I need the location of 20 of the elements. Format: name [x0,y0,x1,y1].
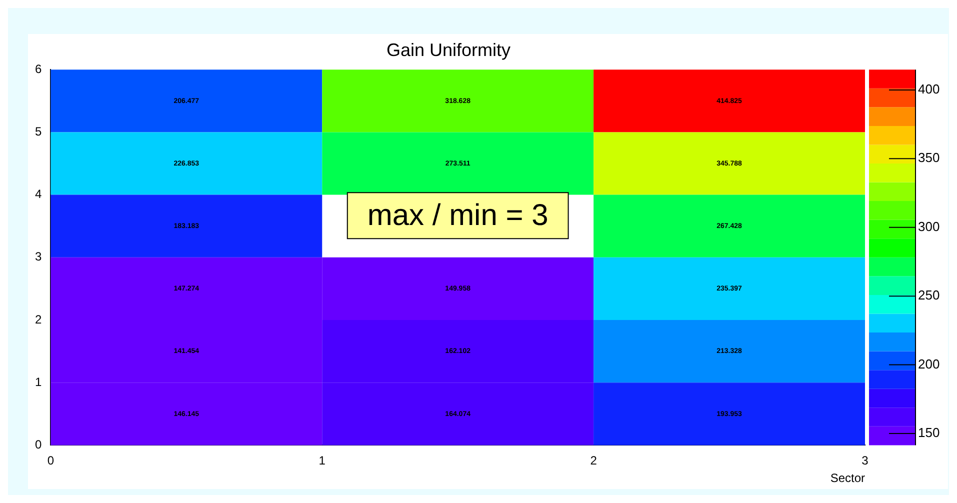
y-tick-label: 3 [34,250,42,264]
x-tick-label: 1 [318,454,326,468]
color-bar-label: 250 [918,288,940,303]
color-bar-label: 300 [918,218,940,234]
color-bar-label: 400 [918,82,940,97]
y-tick-label: 2 [34,312,42,326]
x-tick-label: 3 [862,454,869,468]
color-bar-label: 200 [918,356,940,372]
x-axis-title: Sector [830,471,865,486]
color-bar-label: 350 [918,150,940,166]
color-bar-label: 150 [918,425,940,440]
x-tick-label: 0 [47,454,54,468]
y-tick-label: 6 [34,62,42,76]
y-tick-label: 1 [34,374,42,389]
chart-title: Gain Uniformity [386,40,511,60]
y-tick-label: 5 [34,124,42,139]
x-tick-label: 2 [590,454,598,468]
y-tick-label: 0 [34,438,42,452]
y-tick-label: 4 [34,187,42,202]
annotation: max / min = 3 [367,198,548,232]
